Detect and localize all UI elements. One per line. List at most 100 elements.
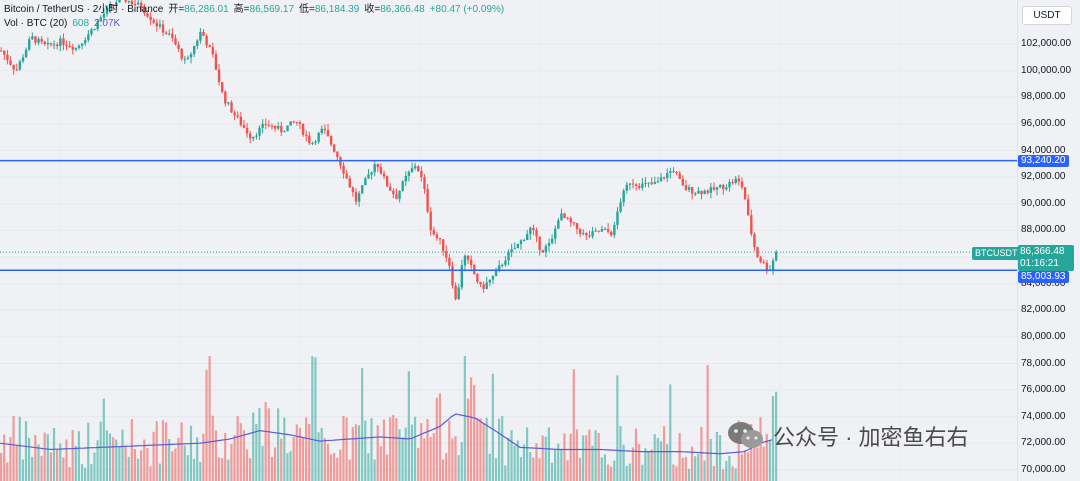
volume-bar bbox=[236, 416, 239, 481]
low-value: 86,184.39 bbox=[314, 4, 360, 15]
volume-bar bbox=[771, 396, 775, 481]
candle-body bbox=[177, 44, 180, 49]
candle-body bbox=[15, 69, 18, 71]
candle-body bbox=[631, 183, 635, 185]
candle-body bbox=[196, 40, 199, 47]
candle-body bbox=[183, 58, 187, 60]
volume-bar bbox=[647, 451, 650, 481]
volume-bar bbox=[737, 420, 740, 481]
candle-body bbox=[482, 284, 485, 289]
candle-body bbox=[59, 38, 62, 47]
candle-body bbox=[616, 211, 619, 226]
candle-body bbox=[199, 31, 202, 41]
candle-body bbox=[280, 126, 283, 133]
candle-body bbox=[161, 24, 165, 33]
candle-body bbox=[438, 238, 442, 240]
symbol-price-tag: BTCUSDT bbox=[972, 247, 1021, 260]
volume-label[interactable]: Vol · BTC (20) bbox=[4, 18, 68, 29]
volume-bar bbox=[298, 427, 301, 481]
candle-body bbox=[46, 42, 50, 45]
candle-body bbox=[603, 228, 607, 230]
candle-body bbox=[479, 281, 482, 285]
candle-body bbox=[532, 227, 535, 231]
volume-bar bbox=[6, 462, 9, 481]
volume-bar bbox=[392, 414, 395, 481]
volume-bar bbox=[675, 466, 678, 481]
candle-body bbox=[320, 128, 323, 133]
candle-body bbox=[87, 34, 90, 41]
price-tick: 88,000.00 bbox=[1021, 224, 1066, 236]
volume-bar bbox=[152, 431, 155, 481]
volume-bar bbox=[463, 356, 466, 481]
volume-bar bbox=[158, 463, 161, 481]
candle-body bbox=[731, 181, 734, 184]
volume-bar bbox=[168, 439, 171, 481]
change-value: +80.47 (+0.09%) bbox=[429, 4, 505, 15]
volume-bar bbox=[451, 438, 454, 481]
volume-bar bbox=[473, 385, 476, 481]
candle-body bbox=[9, 60, 12, 65]
volume-bar bbox=[124, 446, 127, 481]
candle-body bbox=[56, 44, 59, 47]
volume-bar bbox=[31, 456, 34, 481]
candle-body bbox=[37, 38, 40, 43]
volume-bar bbox=[133, 449, 137, 481]
volume-bar bbox=[245, 449, 249, 481]
volume-bar bbox=[709, 438, 712, 481]
volume-bar bbox=[28, 437, 31, 481]
candle-body bbox=[168, 33, 171, 35]
volume-bar bbox=[233, 434, 236, 481]
volume-bar bbox=[591, 445, 594, 481]
candle-body bbox=[31, 36, 34, 40]
candle-body bbox=[451, 266, 454, 286]
candle-body bbox=[756, 247, 759, 258]
chart-grid bbox=[0, 0, 1017, 481]
candle-body bbox=[535, 230, 538, 237]
volume-bar bbox=[454, 436, 457, 481]
volume-bar bbox=[280, 438, 283, 481]
volume-bar bbox=[718, 435, 722, 481]
volume-bar bbox=[264, 402, 267, 481]
candle-body bbox=[248, 133, 252, 139]
candle-body bbox=[569, 218, 572, 223]
volume-bar bbox=[775, 391, 778, 481]
symbol-label[interactable]: Bitcoin / TetherUS · 2小时 · Binance bbox=[4, 4, 164, 15]
candle-body bbox=[379, 167, 383, 174]
volume-bar bbox=[597, 433, 600, 481]
volume-bar bbox=[641, 464, 644, 481]
candle-body bbox=[775, 252, 778, 261]
price-tick: 84,000.00 bbox=[1021, 277, 1066, 289]
candle-body bbox=[485, 282, 488, 289]
price-axis[interactable] bbox=[1017, 0, 1080, 481]
volume-bar bbox=[99, 421, 102, 481]
candle-body bbox=[217, 69, 221, 83]
candle-body bbox=[224, 91, 227, 104]
volume-bar bbox=[357, 425, 361, 481]
candle-body bbox=[697, 190, 700, 194]
volume-bar bbox=[361, 368, 364, 481]
candle-body bbox=[105, 7, 109, 14]
volume-bar bbox=[532, 457, 535, 481]
candle-body bbox=[367, 174, 370, 179]
volume-bar bbox=[127, 456, 130, 481]
candle-body bbox=[522, 240, 526, 242]
volume-bar bbox=[759, 417, 762, 481]
volume-bar bbox=[242, 430, 245, 481]
candle-body bbox=[326, 130, 330, 137]
candle-body bbox=[239, 116, 243, 126]
candle-body bbox=[357, 193, 361, 202]
volume-bar bbox=[77, 431, 81, 481]
volume-bar bbox=[507, 437, 510, 481]
candle-body bbox=[323, 128, 327, 131]
volume-bar bbox=[426, 419, 429, 481]
candle-body bbox=[578, 229, 582, 235]
volume-bar bbox=[438, 393, 442, 481]
candle-body bbox=[258, 127, 261, 136]
candle-body bbox=[351, 187, 355, 193]
candle-body bbox=[364, 178, 367, 186]
currency-button[interactable]: USDT bbox=[1022, 6, 1072, 25]
volume-bar bbox=[149, 466, 152, 481]
volume-bar bbox=[519, 457, 522, 481]
volume-bar bbox=[684, 457, 687, 481]
